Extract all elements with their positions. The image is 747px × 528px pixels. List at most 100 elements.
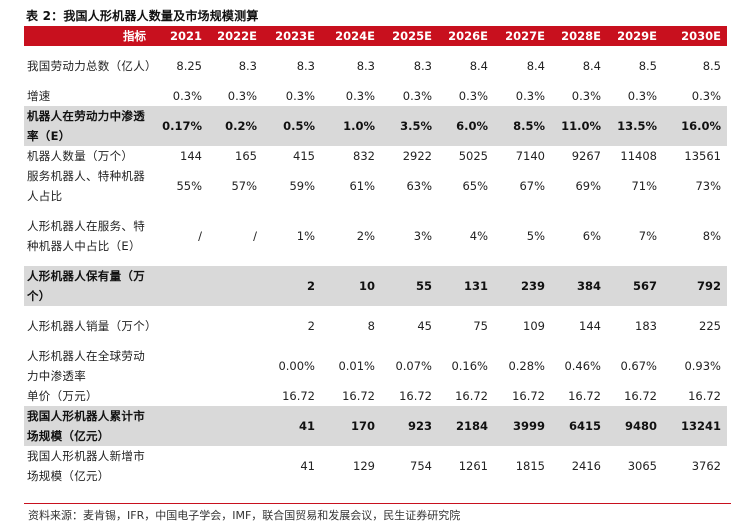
row-label: 我国人形机器人新增市场规模（亿元） xyxy=(27,449,145,483)
table-cell: 129 xyxy=(353,459,375,473)
header-cell-year: 2029E xyxy=(617,29,657,43)
table-cell: 2 xyxy=(306,279,315,293)
table-row: 我国人形机器人累计市场规模（亿元） 41 170 923 2184 3999 6415 948… xyxy=(24,406,727,446)
table-cell: 4% xyxy=(469,229,488,243)
table-cell: 11.0% xyxy=(561,119,601,133)
table-cell: 0.3% xyxy=(227,89,257,103)
data-table: 指标 2021 2022E 2023E 2024E 2025E 2026E 2027E 202… xyxy=(24,26,727,486)
row-label: 机器人在劳动力中渗透率（E） xyxy=(27,109,145,143)
table-cell: 69% xyxy=(575,179,601,193)
table-cell: 1261 xyxy=(458,459,488,473)
table-cell: 8.4 xyxy=(526,59,545,73)
table-cell: 792 xyxy=(696,279,721,293)
table-cell: 170 xyxy=(350,419,375,433)
table-cell xyxy=(208,346,263,386)
table-row: 人形机器人保有量（万个） 2 10 55 131 239 384 567 792 xyxy=(24,266,727,306)
header-cell-year: 2023E xyxy=(275,29,315,43)
table-cell: 8.5% xyxy=(513,119,545,133)
table-cell: 71% xyxy=(631,179,657,193)
table-cell: 6415 xyxy=(568,419,601,433)
table-cell: 16.72 xyxy=(624,389,657,403)
source-note: 资料来源：麦肯锡，IFR，中国电子学会，IMF，联合国贸易和发展会议，民生证券研… xyxy=(24,503,731,524)
table-row: 服务机器人、特种机器人占比 55% 57% 59% 61% 63% 65% 67% 69% 71%… xyxy=(24,166,727,206)
table-cell: 16.72 xyxy=(282,389,315,403)
table-cell: 109 xyxy=(523,319,545,333)
table-cell: 59% xyxy=(289,179,315,193)
table-cell: 57% xyxy=(231,179,257,193)
table-cell: 16.72 xyxy=(568,389,601,403)
table-row: 人形机器人在全球劳动力中渗透率 0.00% 0.01% 0.07% 0.16% 0.28%… xyxy=(24,346,727,386)
table-cell: 8.25 xyxy=(176,59,202,73)
header-cell-year: 2025E xyxy=(392,29,432,43)
table-cell: 0.46% xyxy=(564,359,601,373)
table-cell: 6.0% xyxy=(456,119,488,133)
header-cell-label: 指标 xyxy=(123,29,146,43)
table-cell: 0.01% xyxy=(338,359,375,373)
table-cell: 0.3% xyxy=(571,89,601,103)
table-cell: 3065 xyxy=(627,459,657,473)
table-cell: 384 xyxy=(576,279,601,293)
header-cell-year: 2022E xyxy=(217,29,257,43)
table-cell: 9480 xyxy=(624,419,657,433)
table-cell: 8.5 xyxy=(638,59,657,73)
row-label: 增速 xyxy=(27,89,51,103)
table-cell xyxy=(152,406,208,446)
table-cell xyxy=(208,386,263,406)
table-cell: 16.72 xyxy=(455,389,488,403)
table-cell: 0.00% xyxy=(278,359,315,373)
table-cell: 0.67% xyxy=(620,359,657,373)
table-cell: 0.3% xyxy=(345,89,375,103)
row-label: 人形机器人在服务、特种机器人中占比（E） xyxy=(27,219,145,253)
table-cell: 2184 xyxy=(455,419,488,433)
table-cell: 1% xyxy=(296,229,315,243)
table-cell: 8.3 xyxy=(356,59,375,73)
table-cell xyxy=(208,406,263,446)
table-cell: 0.17% xyxy=(162,119,202,133)
table-cell: 16.72 xyxy=(342,389,375,403)
table-cell xyxy=(208,266,263,306)
table-cell: 5% xyxy=(526,229,545,243)
table-cell: 0.3% xyxy=(691,89,721,103)
header-cell-year: 2027E xyxy=(505,29,545,43)
table-cell: 0.3% xyxy=(627,89,657,103)
table-cell: 73% xyxy=(695,179,721,193)
header-cell-year: 2028E xyxy=(561,29,601,43)
table-cell: 8.3 xyxy=(238,59,257,73)
header-cell-year: 2030E xyxy=(681,29,721,43)
table-cell xyxy=(152,266,208,306)
table-row: 我国人形机器人新增市场规模（亿元） 41 129 754 1261 1815 2416 306… xyxy=(24,446,727,486)
table-caption: 表 2：我国人形机器人数量及市场规模测算 xyxy=(26,9,259,23)
table-body: 我国劳动力总数（亿人） 8.25 8.3 8.3 8.3 8.3 8.4 8.4 8.4 8.5 8… xyxy=(24,46,727,486)
table-cell: 13241 xyxy=(680,419,721,433)
table-cell: 55 xyxy=(415,279,432,293)
table-row: 人形机器人销量（万个） 2 8 45 75 109 144 183 225 xyxy=(24,306,727,346)
header-cell-year: 2021 xyxy=(169,29,202,43)
table-cell: 923 xyxy=(407,419,432,433)
table-cell: 75 xyxy=(473,319,488,333)
row-label: 人形机器人在全球劳动力中渗透率 xyxy=(27,349,145,383)
row-label: 我国人形机器人累计市场规模（亿元） xyxy=(27,409,145,443)
table-row: 人形机器人在服务、特种机器人中占比（E） / / 1% 2% 3% 4% 5% 6% 7% 8% xyxy=(24,206,727,266)
table-cell: 41 xyxy=(298,419,315,433)
table-cell: 7% xyxy=(638,229,657,243)
table-cell: 55% xyxy=(176,179,202,193)
table-cell: 16.0% xyxy=(681,119,721,133)
table-cell: 5025 xyxy=(458,149,488,163)
table-cell: / xyxy=(198,229,202,243)
table-cell: 0.3% xyxy=(515,89,545,103)
table-cell xyxy=(152,346,208,386)
table-cell: 8.4 xyxy=(582,59,601,73)
table-cell: 41 xyxy=(300,459,315,473)
table-cell: 3% xyxy=(413,229,432,243)
table-cell: 3762 xyxy=(691,459,721,473)
table-cell: 61% xyxy=(349,179,375,193)
table-cell: 8.3 xyxy=(413,59,432,73)
table-cell: 8.3 xyxy=(296,59,315,73)
table-row: 机器人在劳动力中渗透率（E） 0.17% 0.2% 0.5% 1.0% 3.5% 6.0% 8… xyxy=(24,106,727,146)
table-cell: 183 xyxy=(635,319,657,333)
row-label: 单价（万元） xyxy=(27,389,98,403)
table-cell: 65% xyxy=(462,179,488,193)
table-cell: 0.3% xyxy=(402,89,432,103)
table-cell: 144 xyxy=(180,149,202,163)
table-cell: 11408 xyxy=(620,149,657,163)
